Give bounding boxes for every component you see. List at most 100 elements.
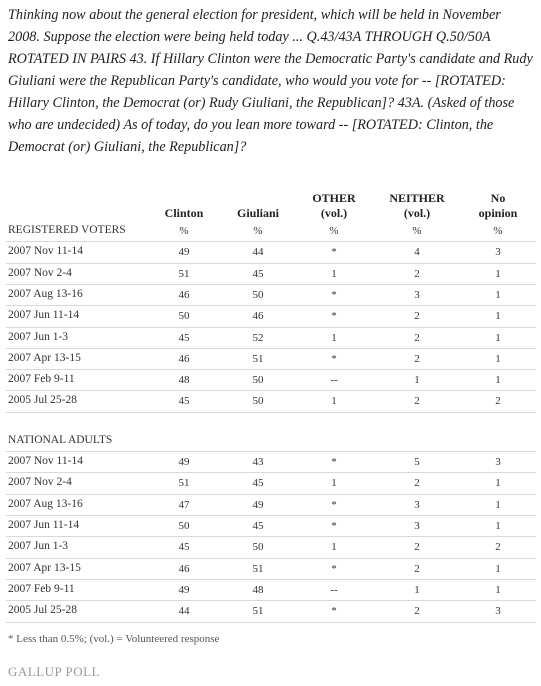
cell-value: 2: [414, 541, 420, 554]
row-date: 2007 Nov 11-14: [8, 245, 83, 258]
cell-value: 1: [495, 352, 501, 365]
row-date: 2007 Jun 11-14: [8, 309, 80, 322]
cell-value: *: [331, 288, 337, 301]
unit-label: %: [493, 225, 503, 237]
cell-value: 1: [331, 477, 337, 490]
row-separator: [6, 262, 536, 264]
unit-label: %: [329, 225, 339, 237]
cell-value: 1: [495, 562, 501, 575]
cell-value: 1: [495, 477, 501, 490]
column-header: opinion: [478, 206, 518, 220]
row-separator: [6, 369, 536, 371]
cell-value: *: [331, 352, 337, 365]
logo: GALLUP POLL: [8, 664, 101, 679]
column-header: NEITHER: [389, 191, 445, 205]
row-date: 2007 Jun 1-3: [8, 330, 69, 343]
unit-label: %: [253, 225, 263, 237]
cell-value: 49: [178, 583, 190, 596]
cell-value: 51: [252, 562, 264, 575]
row-separator: [6, 390, 536, 392]
cell-value: 44: [178, 605, 190, 618]
cell-value: 5: [414, 456, 420, 469]
row-separator: [6, 241, 536, 243]
cell-value: 3: [414, 520, 420, 532]
row-separator: [6, 515, 536, 516]
cell-value: 1: [414, 374, 420, 387]
cell-value: 48: [178, 374, 190, 387]
cell-value: 49: [252, 498, 264, 511]
row-date: 2007 Feb 9-11: [8, 373, 75, 386]
cell-value: 51: [178, 477, 190, 490]
row-separator: [6, 536, 536, 538]
section-label: REGISTERED VOTERS: [8, 224, 126, 236]
cell-value: 2: [414, 477, 420, 490]
row-date: 2007 Nov 2-4: [8, 266, 72, 279]
row-date: 2007 Apr 13-15: [8, 351, 81, 364]
cell-value: 1: [495, 331, 501, 344]
cell-value: *: [331, 456, 337, 469]
row-separator: [6, 493, 536, 495]
cell-value: 2: [414, 267, 420, 280]
cell-value: 44: [252, 246, 264, 259]
cell-value: 2: [414, 310, 420, 323]
row-separator: [6, 326, 536, 328]
cell-value: 46: [252, 310, 264, 323]
row-separator: [6, 283, 536, 285]
cell-value: *: [331, 246, 337, 259]
cell-value: 45: [178, 395, 190, 408]
row-separator: [6, 451, 536, 453]
row-date: 2007 Nov 2-4: [8, 476, 72, 489]
cell-value: 3: [414, 288, 420, 301]
cell-value: --: [330, 374, 338, 387]
cell-value: --: [330, 583, 338, 596]
cell-value: 4: [414, 246, 420, 259]
row-separator: [6, 600, 536, 602]
column-header: Giuliani: [236, 206, 280, 220]
row-date: 2007 Aug 13-16: [8, 497, 83, 510]
cell-value: 1: [331, 541, 337, 554]
cell-value: 51: [252, 352, 264, 365]
cell-value: 45: [178, 541, 190, 554]
cell-value: 1: [414, 583, 420, 596]
cell-value: 1: [495, 583, 501, 596]
column-header: No: [490, 191, 506, 205]
cell-value: 50: [178, 310, 190, 323]
cell-value: 1: [495, 288, 501, 301]
cell-value: 48: [252, 583, 264, 596]
cell-value: 45: [178, 331, 190, 344]
column-header: OTHER: [312, 191, 356, 205]
cell-value: *: [331, 310, 337, 323]
cell-value: 46: [178, 288, 190, 301]
cell-value: 46: [178, 352, 190, 365]
cell-value: 46: [178, 562, 190, 575]
cell-value: 1: [495, 374, 501, 387]
row-date: 2007 Nov 11-14: [8, 455, 83, 468]
row-date: 2007 Aug 13-16: [8, 287, 83, 300]
cell-value: 52: [252, 331, 264, 344]
cell-value: 1: [495, 267, 501, 280]
row-separator: [6, 578, 536, 580]
cell-value: 1: [331, 331, 337, 344]
cell-value: 43: [252, 456, 264, 469]
column-header: Clinton: [164, 206, 204, 220]
row-date: 2007 Jun 1-3: [8, 540, 69, 553]
unit-label: %: [412, 225, 422, 237]
row-separator: [6, 621, 536, 623]
cell-value: 1: [331, 395, 337, 408]
row-separator: [6, 305, 536, 307]
section-label: NATIONAL ADULTS: [8, 433, 113, 446]
row-separator: [6, 472, 536, 474]
cell-value: 2: [414, 331, 420, 344]
row-date: 2005 Jul 25-28: [8, 394, 77, 407]
cell-value: 3: [495, 456, 501, 469]
cell-value: 51: [178, 267, 190, 280]
row-separator: [6, 411, 536, 413]
cell-value: 1: [331, 267, 337, 280]
cell-value: 50: [252, 374, 264, 387]
cell-value: 2: [495, 541, 501, 554]
cell-value: 2: [495, 395, 501, 408]
cell-value: 2: [414, 352, 420, 365]
cell-value: *: [331, 605, 337, 618]
column-header: (vol.): [320, 206, 348, 220]
